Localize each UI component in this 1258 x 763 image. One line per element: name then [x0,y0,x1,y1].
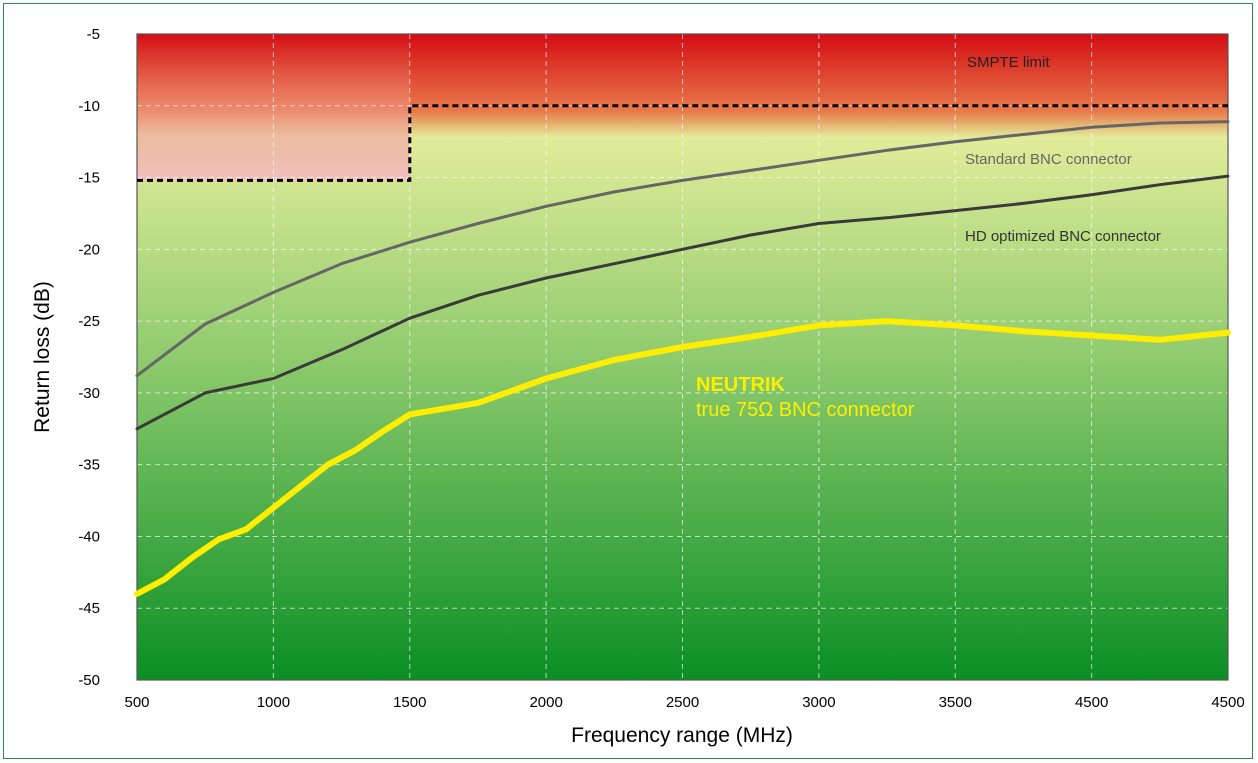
x-tick-label: 2500 [666,694,699,711]
neutrik-label: NEUTRIK [696,374,785,396]
y-tick-label: -25 [78,313,100,330]
y-tick-labels: -5 -10 -15 -20 -25 -30 -35 -40 -45 -50 [78,26,100,689]
y-axis-title: Return loss (dB) [31,281,54,433]
x-tick-label: 1000 [257,694,290,711]
x-tick-label: 3000 [802,694,835,711]
x-tick-labels: 500 1000 1500 2000 2500 3000 3500 4500 4500 [124,694,1244,711]
y-tick-label: -15 [78,170,100,187]
x-axis-title: Frequency range (MHz) [571,724,793,747]
x-tick-label: 1500 [393,694,426,711]
y-tick-label: -50 [78,672,100,689]
neutrik-sublabel: true 75Ω BNC connector [696,399,915,421]
y-tick-label: -35 [78,457,100,474]
y-tick-label: -10 [78,98,100,115]
chart-frame: -5 -10 -15 -20 -25 -30 -35 -40 -45 -50 500 1000 150… [3,3,1253,759]
x-tick-label: 2000 [529,694,562,711]
y-tick-label: -5 [87,26,100,43]
y-tick-label: -40 [78,528,100,545]
standard-bnc-label: Standard BNC connector [965,151,1132,168]
hd-bnc-label: HD optimized BNC connector [965,228,1161,245]
smpte-limit-label: SMPTE limit [967,54,1050,71]
x-tick-label: 4500 [1211,694,1244,711]
x-tick-label: 3500 [939,694,972,711]
x-tick-label: 500 [124,694,149,711]
y-tick-label: -20 [78,241,100,258]
y-tick-label: -45 [78,600,100,617]
y-tick-label: -30 [78,385,100,402]
x-tick-label: 4500 [1075,694,1108,711]
return-loss-chart: -5 -10 -15 -20 -25 -30 -35 -40 -45 -50 500 1000 150… [4,4,1254,760]
